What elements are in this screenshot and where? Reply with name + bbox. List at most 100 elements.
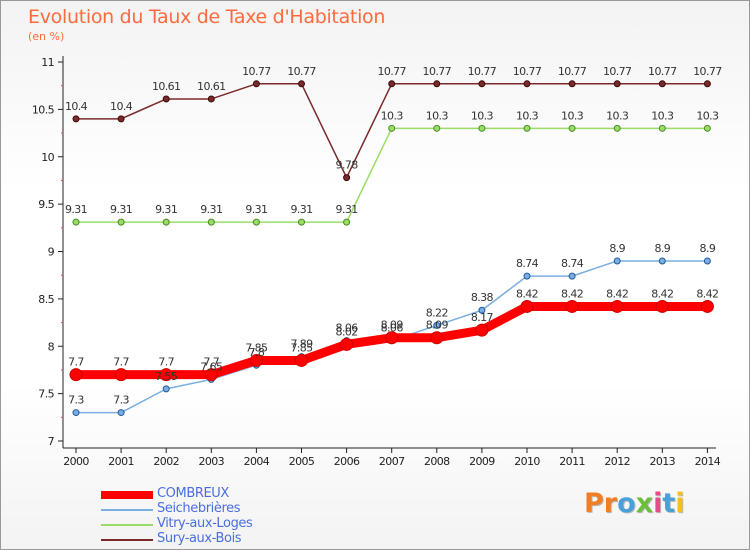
data-label: 7.3: [68, 394, 84, 407]
data-point: [117, 218, 125, 226]
data-label: 10.77: [648, 65, 677, 78]
data-label: 8.22: [426, 306, 448, 319]
data-point: [610, 299, 624, 313]
legend-item: Seichebrières: [101, 501, 301, 517]
data-label: 8.9: [654, 242, 670, 255]
data-label: 10.77: [287, 65, 316, 78]
data-label: 10.77: [693, 65, 722, 78]
x-tick-label: 2005: [289, 455, 315, 468]
data-label: 8.02: [336, 325, 358, 338]
data-point: [388, 124, 396, 132]
y-tick-label: 7: [48, 435, 55, 448]
data-label: 8.06: [336, 322, 359, 335]
data-label: 8.42: [606, 287, 628, 300]
data-label: 8.42: [651, 287, 673, 300]
data-label: 7.85: [245, 341, 268, 354]
data-point: [568, 80, 576, 88]
data-point: [207, 95, 215, 103]
data-label: 10.4: [110, 100, 133, 113]
legend-label: Sury-aux-Bois: [157, 531, 242, 546]
data-point: [117, 115, 125, 123]
data-point: [159, 368, 173, 382]
data-point: [478, 306, 486, 314]
data-point: [475, 323, 489, 337]
legend-swatch: [101, 539, 153, 541]
x-tick-label: 2003: [198, 455, 224, 468]
legend-label: Seichebrières: [157, 501, 241, 516]
data-point: [430, 331, 444, 345]
data-point: [658, 257, 666, 265]
data-point: [658, 80, 666, 88]
data-label: 8.42: [696, 287, 718, 300]
data-label: 10.3: [561, 109, 584, 122]
data-label: 10.3: [471, 109, 494, 122]
data-point: [343, 174, 351, 182]
data-label: 10.3: [696, 109, 719, 122]
data-point: [478, 80, 486, 88]
data-label: 7.7: [203, 356, 219, 369]
data-label: 10.4: [65, 100, 88, 113]
data-label: 8.74: [561, 257, 584, 270]
data-label: 8.17: [471, 311, 494, 324]
legend-label: COMBREUX: [157, 486, 229, 501]
data-label: 8.74: [516, 257, 539, 270]
x-tick-label: 2009: [469, 455, 495, 468]
data-point: [162, 95, 170, 103]
data-point: [565, 299, 579, 313]
data-point: [613, 80, 621, 88]
legend-swatch: [101, 524, 153, 526]
data-label: 10.77: [377, 65, 406, 78]
data-point: [72, 409, 80, 417]
data-point: [72, 218, 80, 226]
data-point: [249, 353, 263, 367]
legend-item: COMBREUX: [101, 486, 301, 502]
y-tick-label: 9: [48, 246, 55, 259]
data-point: [252, 218, 260, 226]
data-point: [433, 80, 441, 88]
chart-legend: COMBREUX Seichebrières Vitry-aux-Loges Sury…: [101, 486, 301, 547]
data-point: [433, 321, 441, 329]
chart-unit-label: (en %): [28, 30, 65, 43]
data-label: 10.3: [606, 109, 629, 122]
data-label: 7.3: [113, 394, 129, 407]
x-tick-label: 2012: [604, 455, 630, 468]
data-label: 9.78: [336, 159, 359, 172]
x-tick-label: 2007: [379, 455, 405, 468]
data-label: 8.38: [471, 291, 494, 304]
data-label: 10.3: [651, 109, 674, 122]
data-label: 10.77: [468, 65, 497, 78]
data-point: [523, 80, 531, 88]
x-tick-label: 2000: [63, 455, 89, 468]
data-point: [385, 331, 399, 345]
data-label: 7.7: [113, 356, 129, 369]
data-point: [72, 115, 80, 123]
data-point: [343, 218, 351, 226]
data-label: 9.31: [155, 203, 177, 216]
data-label: 7.65: [200, 360, 223, 373]
data-point: [162, 385, 170, 393]
data-label: 9.31: [65, 203, 87, 216]
data-point: [568, 272, 576, 280]
y-tick-label: 10.5: [32, 103, 55, 116]
y-tick-label: 8.5: [38, 293, 54, 306]
data-point: [117, 409, 125, 417]
x-tick-label: 2014: [695, 455, 721, 468]
data-point: [520, 299, 534, 313]
data-point: [114, 368, 128, 382]
data-point: [69, 368, 83, 382]
x-tick-label: 2011: [559, 455, 585, 468]
data-point: [298, 218, 305, 226]
legend-item: Vitry-aux-Loges: [101, 516, 301, 532]
data-point: [613, 124, 621, 132]
data-label: 9.31: [110, 203, 132, 216]
data-label: 9.31: [245, 203, 267, 216]
data-point: [523, 272, 531, 280]
data-label: 8.9: [700, 242, 716, 255]
proxiti-logo: Proxiti: [584, 488, 685, 519]
x-tick-label: 2008: [424, 455, 450, 468]
x-tick-label: 2001: [108, 455, 134, 468]
data-label: 10.77: [603, 65, 632, 78]
data-point: [655, 299, 669, 313]
legend-swatch: [101, 491, 153, 499]
